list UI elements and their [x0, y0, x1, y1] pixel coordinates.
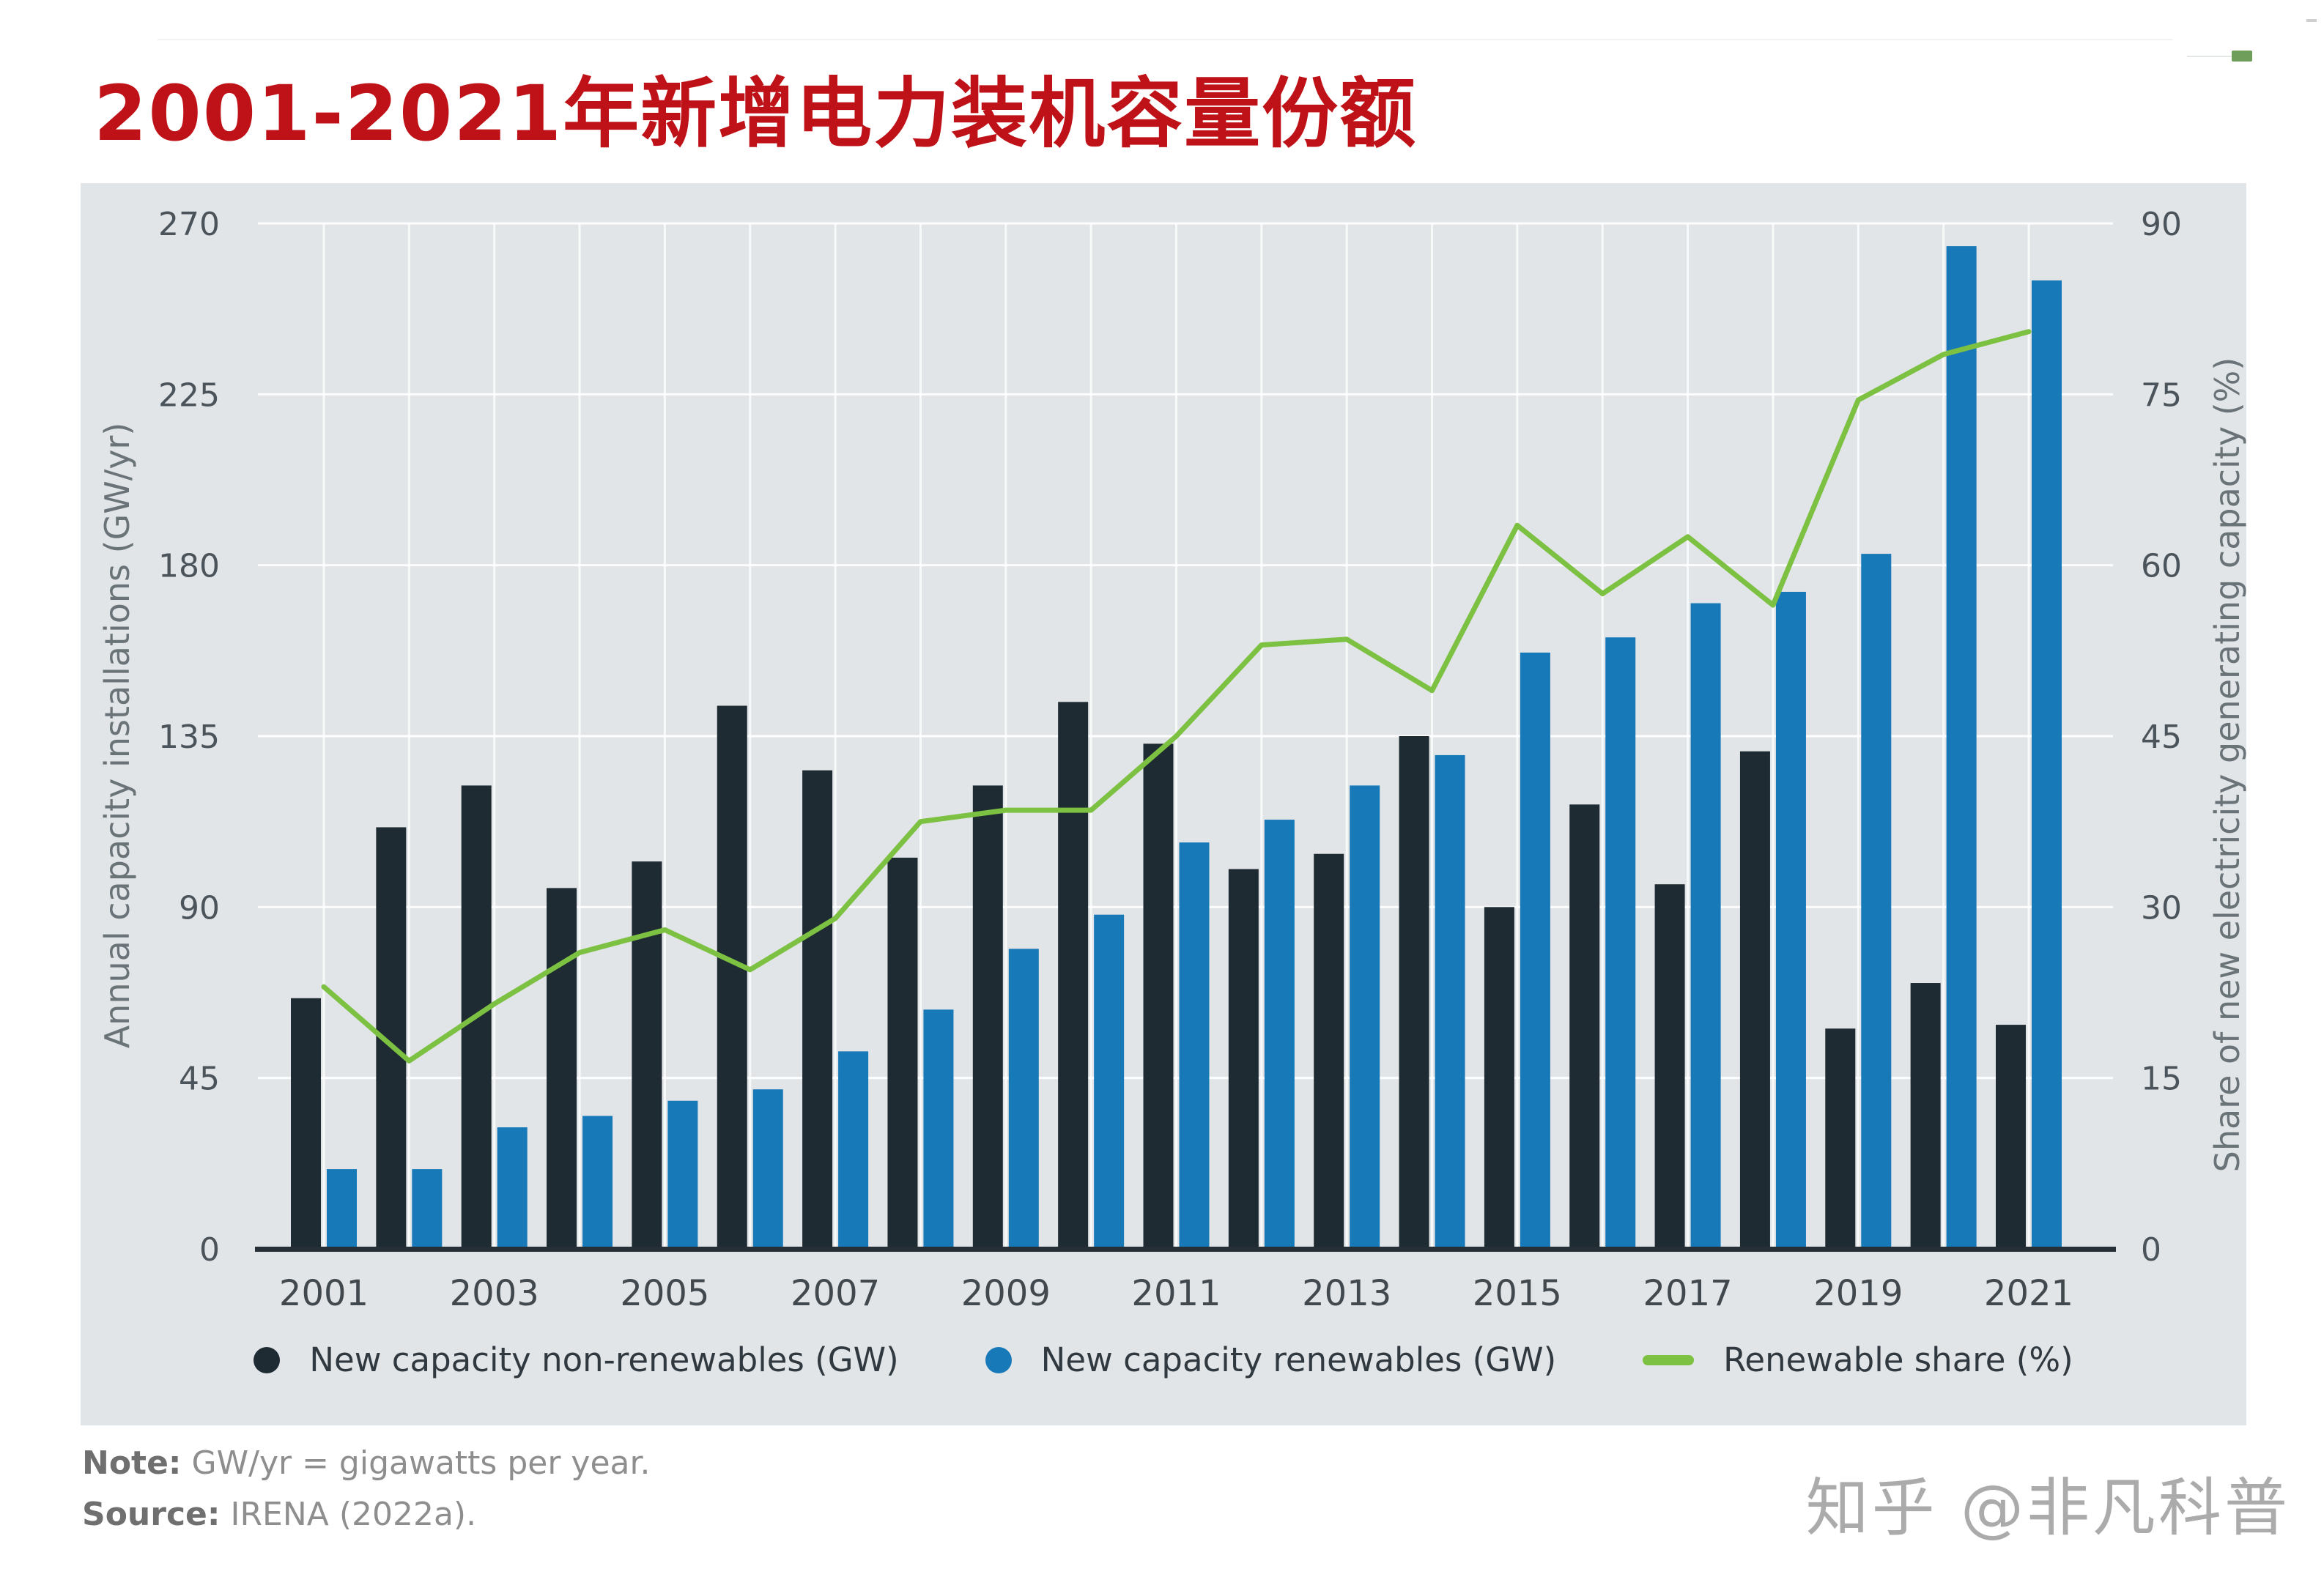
left-axis-title: Annual capacity installations (GW/yr): [97, 422, 137, 1049]
legend-label: New capacity renewables (GW): [1040, 1340, 1557, 1379]
source-text: IRENA (2022a).: [230, 1496, 477, 1533]
watermark: 知乎 @非凡科普: [1805, 1472, 2290, 1545]
renewables-dot-icon: [985, 1346, 1012, 1373]
non-renewables-dot-icon: [254, 1346, 281, 1373]
top-hairline: [158, 39, 2172, 40]
note-text: GW/yr = gigawatts per year.: [191, 1444, 651, 1482]
cropped-green-dash-icon: [2232, 51, 2252, 62]
source-row: Source: IRENA (2022a).: [82, 1496, 476, 1533]
right-axis-title: Share of new electricity generating capa…: [2208, 357, 2247, 1173]
note-label: Note:: [82, 1444, 182, 1482]
chart-panel: [81, 183, 2246, 1425]
legend-item-share: Renewable share (%): [1643, 1340, 2073, 1379]
corner-dash-artifact: [2306, 19, 2317, 22]
cropped-line-artifact: [2187, 56, 2232, 57]
share-line-icon: [1643, 1354, 1695, 1365]
legend-label: Renewable share (%): [1723, 1340, 2073, 1379]
legend-label: New capacity non-renewables (GW): [309, 1340, 899, 1379]
legend: New capacity non-renewables (GW) New cap…: [81, 1340, 2246, 1379]
source-label: Source:: [82, 1496, 221, 1533]
legend-item-non-renewables: New capacity non-renewables (GW): [254, 1340, 899, 1379]
legend-item-renewables: New capacity renewables (GW): [985, 1340, 1557, 1379]
note-row: Note: GW/yr = gigawatts per year.: [82, 1444, 651, 1482]
chart-title: 2001-2021年新增电力装机容量份额: [94, 69, 1418, 158]
